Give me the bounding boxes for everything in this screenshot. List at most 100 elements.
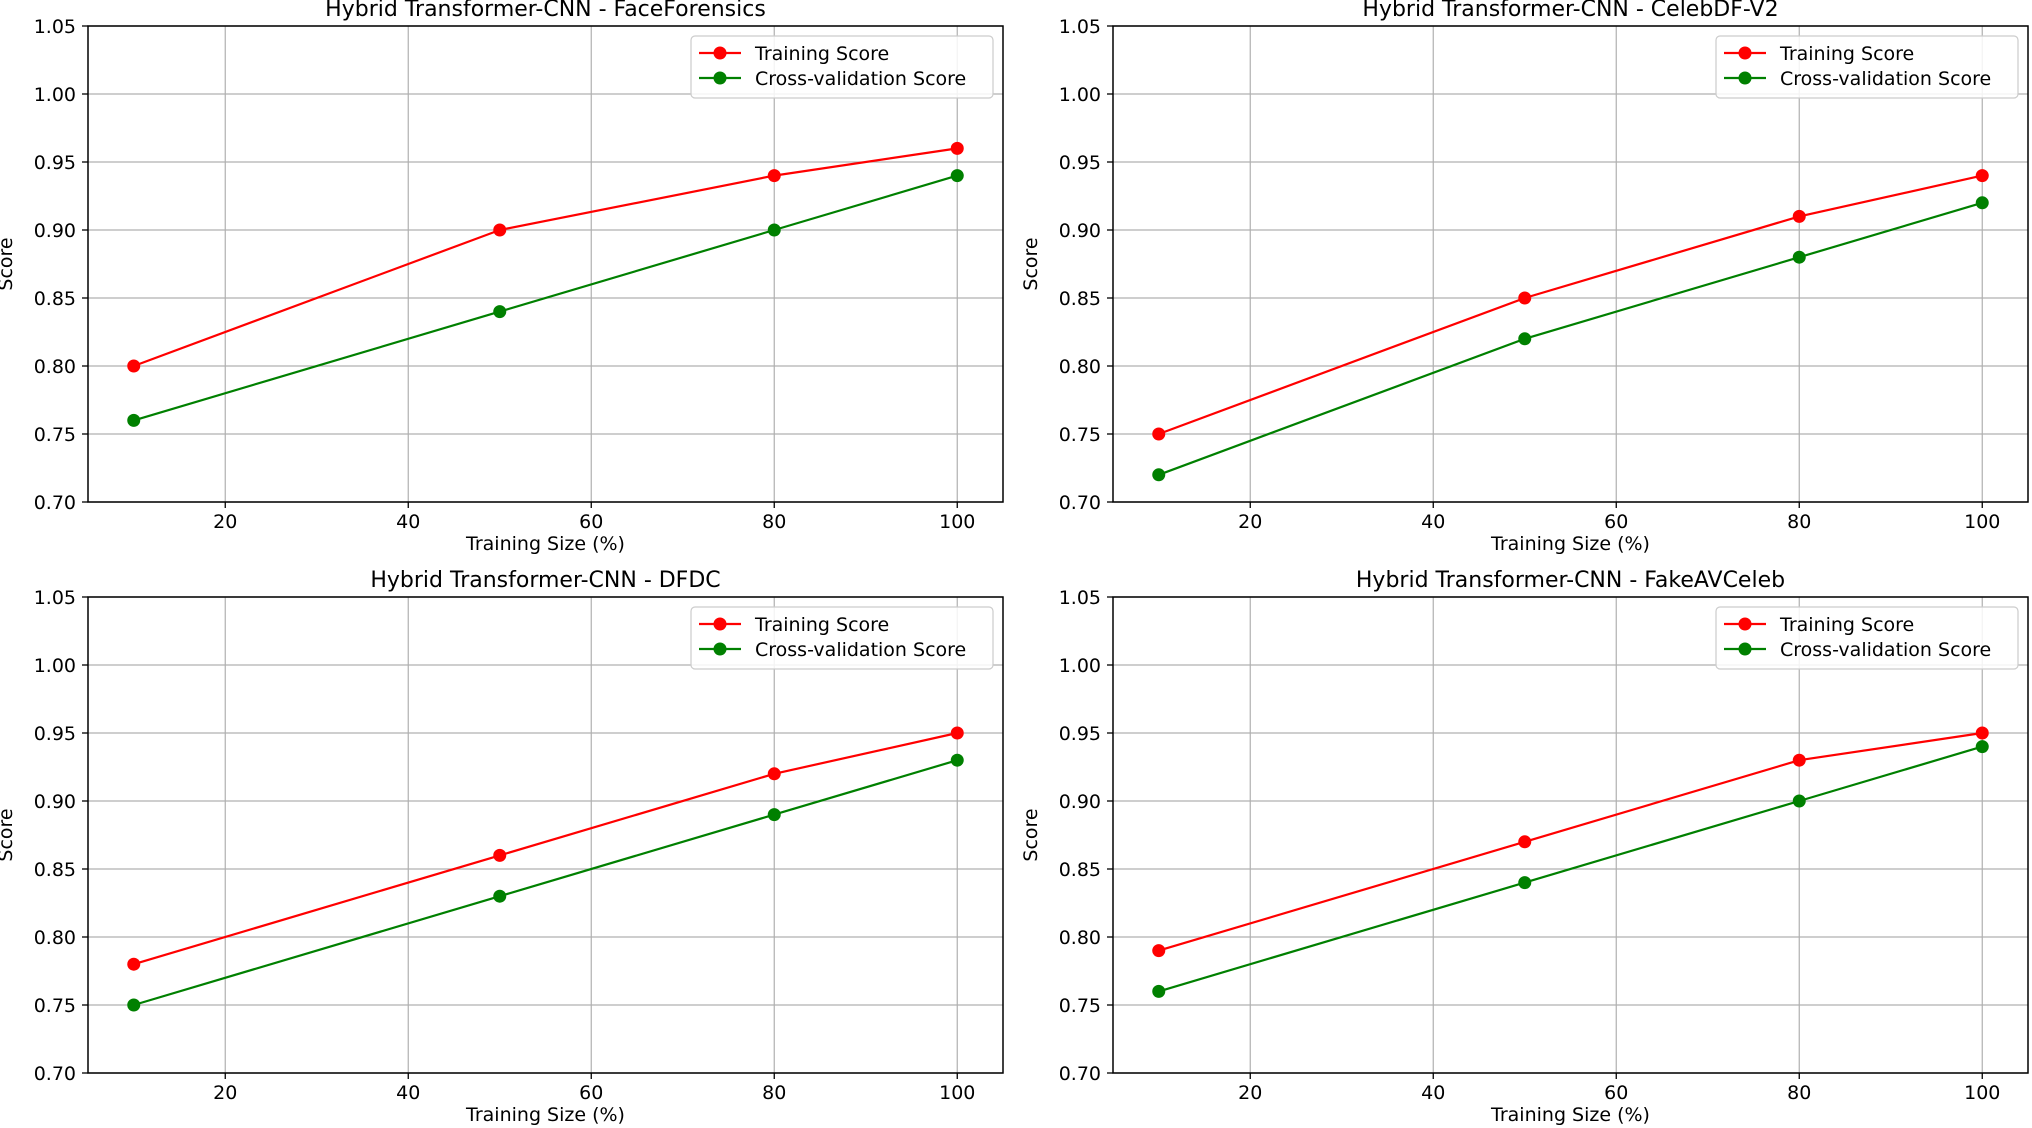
x-tick-label: 60 [579, 1082, 603, 1104]
x-tick-label: 40 [1421, 1082, 1445, 1104]
axes-frame [1112, 596, 2029, 1074]
data-point [127, 413, 141, 427]
series-line [133, 147, 958, 368]
y-tick-label: 1.00 [34, 84, 76, 106]
y-tick-label: 0.75 [34, 995, 76, 1017]
chart-title: Hybrid Transformer-CNN - FaceForensics [325, 0, 766, 22]
x-tick-label: 40 [396, 511, 420, 533]
data-point [767, 169, 781, 183]
data-point [1975, 726, 1989, 740]
y-tick-label: 0.95 [1059, 723, 1101, 745]
data-point [1518, 332, 1532, 346]
y-tick-label: 0.70 [1059, 1063, 1101, 1085]
y-tick-label: 0.70 [34, 1063, 76, 1085]
y-tick-label: 1.05 [34, 587, 76, 609]
y-axis-label: Score [1020, 237, 1042, 290]
y-tick-label: 0.90 [34, 791, 76, 813]
legend: Training Score Cross-validation Score [1715, 606, 2019, 670]
y-tick-label: 1.00 [1059, 84, 1101, 106]
data-point [767, 808, 781, 822]
data-point [1152, 944, 1166, 958]
legend-marker [713, 71, 727, 85]
x-tick-label: 20 [213, 1082, 237, 1104]
data-point [127, 998, 141, 1012]
series-line [1158, 174, 1983, 436]
legend-label: Cross-validation Score [755, 68, 966, 90]
legend-label: Training Score [1779, 614, 1914, 636]
x-tick-label: 80 [1787, 1082, 1811, 1104]
plot-area: 20 40 60 80 100 0.70 0.75 0.80 0.85 0.90 0.95 1.00 1… [1020, 568, 2029, 1126]
x-tick-label: 80 [762, 511, 786, 533]
data-point [1975, 740, 1989, 754]
data-point [493, 223, 507, 237]
y-tick-label: 0.75 [1059, 424, 1101, 446]
data-point [1518, 835, 1532, 849]
y-tick-label: 1.00 [34, 655, 76, 677]
series-line [133, 759, 958, 1007]
chart-title: Hybrid Transformer-CNN - DFDC [370, 568, 720, 593]
legend-marker [1738, 617, 1752, 631]
y-tick-label: 0.80 [34, 356, 76, 378]
data-point [1792, 753, 1806, 767]
chart-fakeavceleb: 20 40 60 80 100 0.70 0.75 0.80 0.85 0.90 0.95 1.00 1… [1020, 568, 2029, 1126]
x-axis-label: Training Size (%) [1490, 1104, 1650, 1126]
series-line [1158, 731, 1983, 952]
y-tick-label: 0.90 [1059, 220, 1101, 242]
legend-box [690, 35, 994, 99]
data-point [1518, 876, 1532, 890]
legend-label: Cross-validation Score [1780, 639, 1991, 661]
axes-frame [87, 25, 1004, 503]
legend-marker [1738, 46, 1752, 60]
x-tick-label: 100 [1964, 511, 2000, 533]
x-tick-label: 20 [1238, 1082, 1262, 1104]
x-axis-label: Training Size (%) [465, 1104, 625, 1126]
data-point [1152, 984, 1166, 998]
y-tick-label: 0.90 [1059, 791, 1101, 813]
chart-faceforensics: 20 40 60 80 100 0.70 0.75 0.80 0.85 0.90 0.95 1.00 1… [0, 0, 1004, 555]
y-tick-label: 0.95 [1059, 152, 1101, 174]
data-point [950, 169, 964, 183]
y-tick-label: 0.85 [1059, 288, 1101, 310]
y-tick-label: 0.85 [1059, 859, 1101, 881]
legend-label: Cross-validation Score [1780, 68, 1991, 90]
data-point [127, 359, 141, 373]
x-axis-label: Training Size (%) [465, 533, 625, 555]
y-tick-label: 0.80 [1059, 356, 1101, 378]
legend-marker [1738, 642, 1752, 656]
legend: Training Score Cross-validation Score [690, 35, 994, 99]
y-axis-label: Score [0, 808, 17, 861]
axes-frame [87, 596, 1004, 1074]
legend-label: Training Score [1779, 43, 1914, 65]
series-line [133, 731, 958, 966]
x-tick-label: 40 [1421, 511, 1445, 533]
data-point [1792, 250, 1806, 264]
axes-frame [1112, 25, 2029, 503]
y-tick-label: 0.75 [34, 424, 76, 446]
x-tick-label: 80 [762, 1082, 786, 1104]
y-axis-label: Score [0, 237, 17, 290]
y-tick-label: 1.05 [1059, 16, 1101, 38]
x-tick-label: 60 [1604, 511, 1628, 533]
y-tick-label: 0.70 [34, 492, 76, 514]
y-tick-label: 0.90 [34, 220, 76, 242]
y-tick-label: 0.75 [1059, 995, 1101, 1017]
x-tick-label: 80 [1787, 511, 1811, 533]
legend-label: Training Score [754, 614, 889, 636]
y-tick-label: 0.80 [1059, 927, 1101, 949]
chart-title: Hybrid Transformer-CNN - FakeAVCeleb [1356, 568, 1785, 593]
data-point [127, 957, 141, 971]
y-axis-label: Score [1020, 808, 1042, 861]
legend-marker [713, 617, 727, 631]
legend: Training Score Cross-validation Score [1715, 35, 2019, 99]
data-point [950, 141, 964, 155]
data-point [1975, 169, 1989, 183]
data-point [493, 305, 507, 319]
y-tick-label: 1.00 [1059, 655, 1101, 677]
y-tick-label: 0.95 [34, 152, 76, 174]
legend-label: Training Score [754, 43, 889, 65]
data-point [493, 848, 507, 862]
x-axis-label: Training Size (%) [1490, 533, 1650, 555]
legend: Training Score Cross-validation Score [690, 606, 994, 670]
y-tick-label: 0.95 [34, 723, 76, 745]
